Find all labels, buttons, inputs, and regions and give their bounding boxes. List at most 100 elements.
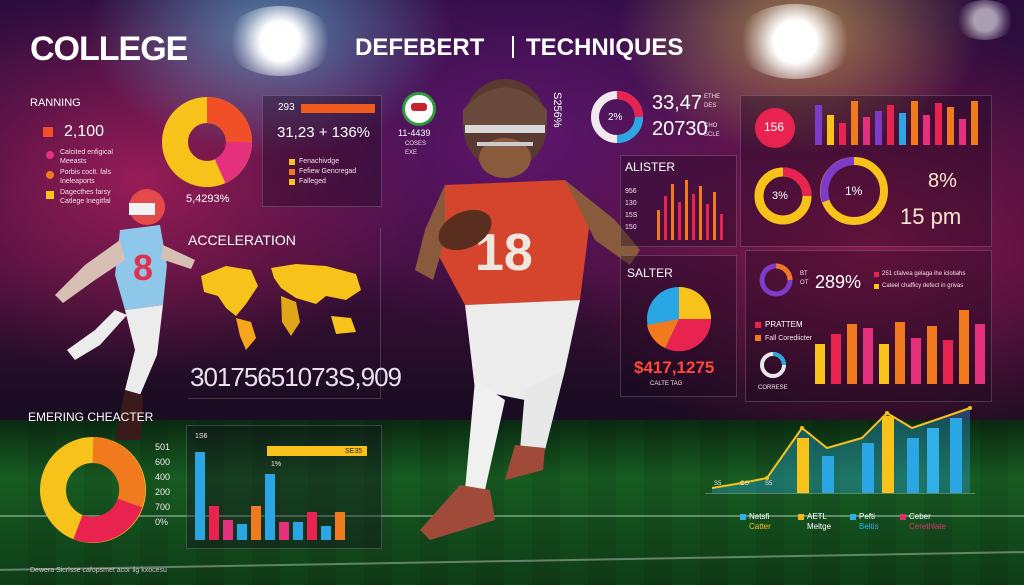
team-logo-icon <box>402 92 436 126</box>
axis-tick: 150 <box>625 224 637 231</box>
right-bottom-legend: Netsfi Catter AETL Meltge Pefti Beltis C… <box>740 512 1000 542</box>
bar <box>335 512 345 540</box>
axis-tick: 400 <box>155 472 171 482</box>
running-legend-3: Dagecthes farsy Catlege Inegitfal <box>60 189 111 205</box>
bar <box>831 334 841 384</box>
bar <box>975 324 985 384</box>
bar <box>671 184 674 240</box>
legend-sublabel: Meltge <box>807 522 832 531</box>
corediicter-swatch <box>755 335 761 341</box>
bar <box>699 186 702 240</box>
bar <box>899 113 906 145</box>
bar <box>851 101 858 145</box>
right-donut-b-value: 1% <box>845 184 863 198</box>
gauge-icon <box>760 352 786 378</box>
bar <box>947 107 954 145</box>
bar <box>839 123 846 145</box>
stats-swatch-3 <box>289 179 295 185</box>
legend-dot-1 <box>46 151 54 159</box>
subtitle-left: DEFEBERT <box>355 34 485 61</box>
salter-caption: CALTE TAG <box>650 381 683 387</box>
top-stats-legend-1: Fenachivdge <box>299 158 340 165</box>
bar <box>927 326 937 384</box>
bar <box>237 524 247 540</box>
title-divider <box>512 36 514 58</box>
bar <box>827 115 834 145</box>
stats-swatch-1 <box>289 159 295 165</box>
right-bars-legend-2: Fall Corediicter <box>765 335 813 342</box>
right-mid-swatch-2 <box>874 284 879 289</box>
running-swatch <box>43 127 53 137</box>
emerging-bars-panel: 1S6 1% SE35 <box>186 425 382 549</box>
bar <box>895 322 905 384</box>
axis-tick: 0% <box>155 517 169 527</box>
legend-label: Pefti <box>859 512 876 521</box>
bar <box>720 214 723 240</box>
page-title: COLLEGE <box>30 30 188 68</box>
area-line-chart <box>711 406 972 493</box>
badge-number: 11-4439 <box>398 128 431 138</box>
right-donut-b <box>820 157 888 225</box>
legend-sublabel: Cerethlate <box>909 522 946 531</box>
bar <box>209 506 219 540</box>
axis-tick: 956 <box>625 188 637 195</box>
emerging-top-small: 1S6 <box>195 433 208 440</box>
emerging-hbar <box>267 446 367 456</box>
bar <box>959 119 966 145</box>
bar <box>887 105 894 145</box>
football-field <box>0 420 1024 585</box>
right-donut-a-value: 3% <box>772 190 788 202</box>
vertical-stat: S256% <box>551 92 563 128</box>
badge-caption: COSES EXE <box>405 141 427 156</box>
top-stats-legend-2: Fefiew Gencregad <box>299 168 357 175</box>
footer-caption: Dewera Sicrlsse cafopsmet acor ilg kxoce… <box>30 567 167 574</box>
right-mid-legend-1: 251 cfalvea gelaga ihe iclotiahs <box>882 271 966 277</box>
legend-label: Ceber <box>909 512 931 521</box>
alister-axis: 956 130 15S 150 <box>625 186 637 234</box>
football-player-icon: 18 <box>415 79 640 540</box>
bar <box>321 526 331 540</box>
svg-text:8: 8 <box>133 247 153 288</box>
subtitle-right: TECHNIQUES <box>526 34 684 61</box>
stadium-light-right <box>735 4 855 79</box>
legend-swatch <box>740 514 746 520</box>
axis-tick: 600 <box>155 457 171 467</box>
axis-tick: 15S <box>625 212 638 219</box>
bar <box>265 474 275 540</box>
salter-value: $417,1275 <box>634 358 715 377</box>
running-legend-2: Porbis coclt. fals Ineleaports <box>60 169 111 185</box>
right-mid-swatch-1 <box>874 272 879 277</box>
bar <box>959 310 969 384</box>
alister-bars <box>657 178 732 240</box>
stadium-light-left <box>225 6 335 76</box>
top-right-donut <box>591 91 643 143</box>
bar <box>971 101 978 145</box>
right-mid-small: BT OT <box>800 271 809 286</box>
bar <box>863 328 873 384</box>
right-circle-badge <box>755 108 795 148</box>
bar <box>657 210 660 240</box>
right-top-bars <box>815 100 985 145</box>
legend-sublabel: Beltis <box>859 522 879 531</box>
bar <box>678 202 681 240</box>
bar <box>685 180 688 240</box>
top-stats-legend-3: Falleged <box>299 178 326 185</box>
right-mid-bars <box>815 300 985 384</box>
bar <box>847 324 857 384</box>
legend-label: Netsfi <box>749 512 770 521</box>
bar <box>307 512 317 540</box>
legend-swatch <box>850 514 856 520</box>
top-stats-bar <box>301 104 375 113</box>
axis-tick: 700 <box>155 502 171 512</box>
stats-swatch-2 <box>289 169 295 175</box>
bar <box>875 111 882 145</box>
acceleration-panel: ACCELERATION <box>188 228 381 399</box>
bar <box>692 194 695 240</box>
acceleration-label: ACCELERATION <box>188 232 296 248</box>
legend-dot-2 <box>46 171 54 179</box>
axis-tick: 200 <box>155 487 171 497</box>
bar <box>815 344 825 384</box>
running-panel: RANNING 2,100 Calcited enfigical Meeasts… <box>18 95 186 225</box>
gauge-caption: CORRESE <box>758 385 788 391</box>
bar <box>293 522 303 540</box>
